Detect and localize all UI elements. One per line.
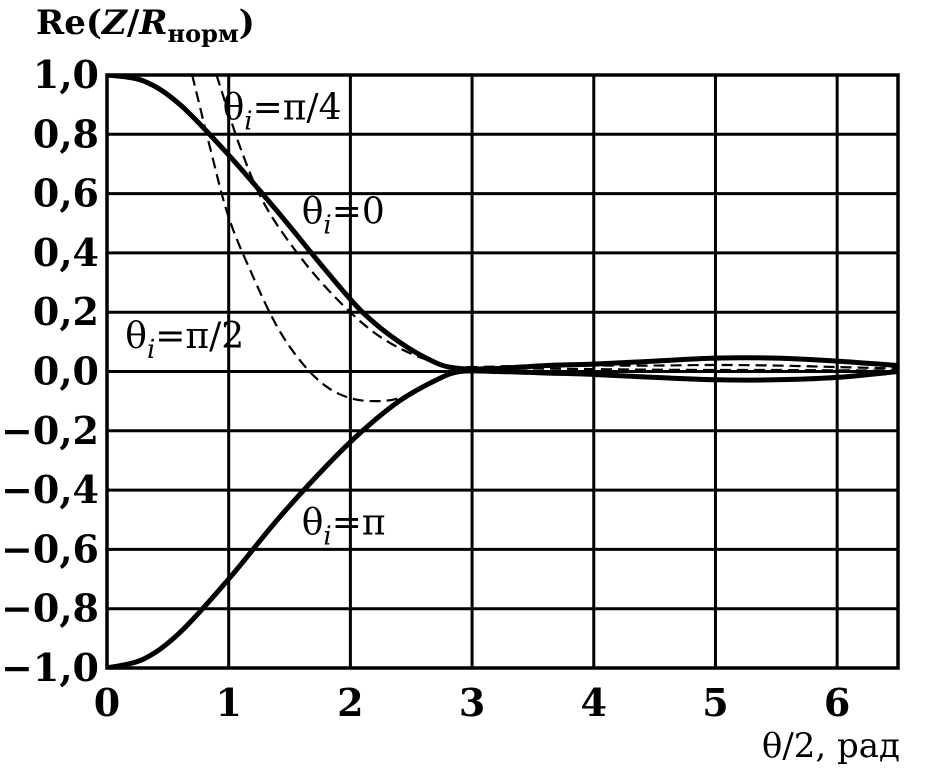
series-lines [107, 75, 898, 668]
y-tick-label: −0,2 [1, 408, 99, 453]
series-labels: θi=0 θi=π θi=π/4 θi=π/2 [125, 87, 385, 551]
y-tick-label: −0,6 [1, 526, 99, 571]
ylabel-prefix: Re( [36, 3, 102, 43]
x-axis-label: θ/2, рад [762, 726, 900, 766]
plot-frame [105, 73, 900, 670]
x-tick-label: 6 [824, 680, 850, 725]
series-label: θi=0 [302, 191, 385, 240]
series-line [215, 75, 898, 370]
ylabel-slash: / [127, 3, 140, 43]
x-tick-label: 0 [94, 680, 120, 725]
tick-labels: 0 1 2 3 4 5 6 1,0 0,8 0,6 0,4 0,2 0,0 −0,2 −0,4 −0,6 −0,… [1, 52, 850, 725]
y-tick-label: 1,0 [33, 52, 99, 97]
y-tick-label: 0,0 [33, 349, 99, 394]
series-line [107, 368, 898, 668]
y-tick-label: −0,4 [1, 467, 99, 512]
y-tick-label: 0,2 [33, 289, 99, 334]
y-tick-label: 0,8 [33, 111, 99, 156]
y-tick-label: −1,0 [1, 645, 99, 690]
y-tick-label: −0,8 [1, 586, 99, 631]
ylabel-z: Z [100, 3, 128, 43]
series-label: θi=π [302, 503, 386, 552]
ylabel-suffix: ) [239, 3, 255, 43]
x-tick-label: 4 [581, 680, 607, 725]
x-tick-label: 2 [337, 680, 363, 725]
y-tick-label: 0,4 [33, 230, 99, 275]
x-tick-label: 5 [702, 680, 728, 725]
x-tick-label: 1 [215, 680, 241, 725]
y-axis-label: Re(Z/Rнорм) [36, 3, 255, 48]
x-tick-label: 3 [459, 680, 485, 725]
y-tick-label: 0,6 [33, 171, 99, 216]
ylabel-r: R [138, 3, 167, 43]
ylabel-sub: норм [168, 19, 239, 48]
series-label: θi=π/4 [223, 87, 342, 136]
series-label: θi=π/2 [125, 316, 244, 365]
series-line [191, 75, 898, 403]
